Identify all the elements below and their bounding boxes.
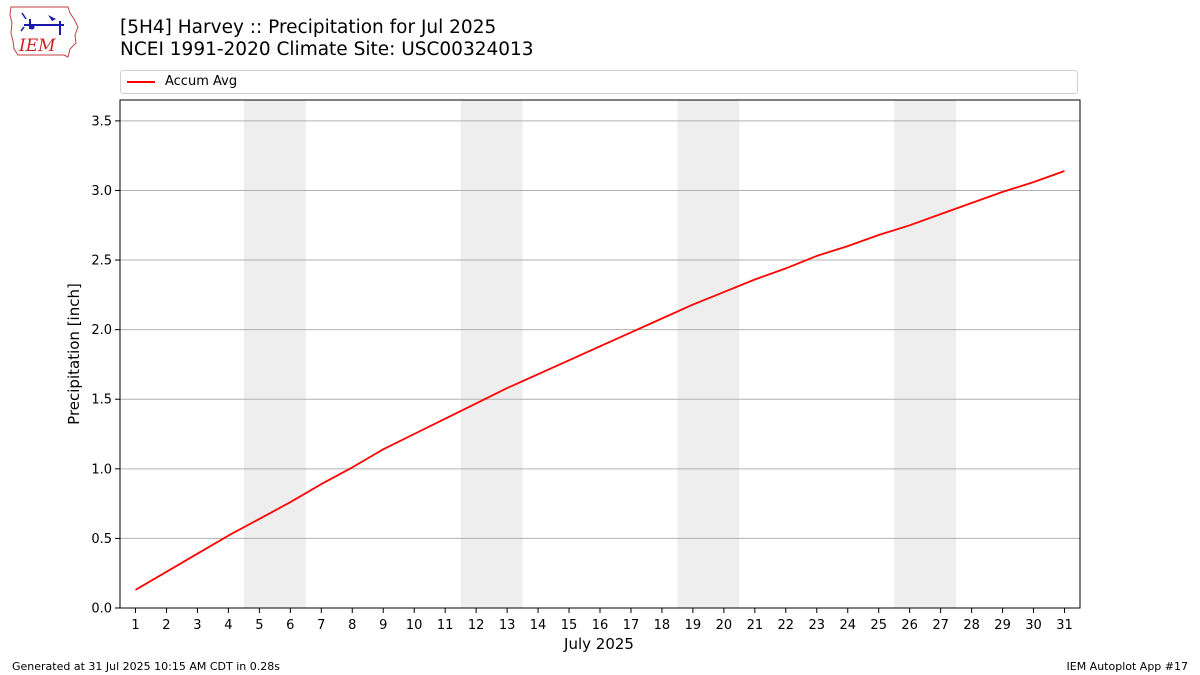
x-tick-label: 17 <box>623 618 640 633</box>
x-tick-label: 19 <box>685 618 702 633</box>
y-tick-label: 1.5 <box>91 393 112 408</box>
x-tick-label: 15 <box>561 618 578 633</box>
y-axis-label: Precipitation [inch] <box>65 283 83 425</box>
series-line-accum-avg <box>135 170 1065 591</box>
x-tick-label: 12 <box>468 618 485 633</box>
x-tick-label: 13 <box>499 618 516 633</box>
y-tick-label: 0.5 <box>91 532 112 547</box>
y-tick-label: 2.0 <box>91 323 112 338</box>
legend: Accum Avg <box>120 70 1078 94</box>
x-tick-label: 31 <box>1056 618 1073 633</box>
x-tick-label: 27 <box>932 618 949 633</box>
app-id: IEM Autoplot App #17 <box>1066 660 1189 673</box>
x-axis-label: July 2025 <box>563 635 634 653</box>
x-tick-label: 16 <box>592 618 609 633</box>
x-tick-label: 6 <box>286 618 294 633</box>
x-tick-label: 5 <box>255 618 263 633</box>
generated-timestamp: Generated at 31 Jul 2025 10:15 AM CDT in… <box>12 660 280 673</box>
chart-title: [5H4] Harvey :: Precipitation for Jul 20… <box>120 17 497 38</box>
x-tick-label: 10 <box>406 618 423 633</box>
x-tick-label: 2 <box>162 618 170 633</box>
y-tick-label: 2.5 <box>91 254 112 269</box>
x-tick-label: 22 <box>778 618 795 633</box>
weekend-shade <box>677 100 740 608</box>
x-tick-label: 18 <box>654 618 671 633</box>
weekend-shade <box>460 100 523 608</box>
legend-swatch-accum-avg <box>127 81 155 83</box>
x-tick-label: 4 <box>224 618 232 633</box>
y-tick-label: 0.0 <box>91 602 112 617</box>
legend-label-accum-avg: Accum Avg <box>165 74 238 89</box>
chart-subtitle: NCEI 1991-2020 Climate Site: USC00324013 <box>120 39 534 60</box>
x-tick-label: 8 <box>348 618 356 633</box>
x-tick-label: 3 <box>193 618 201 633</box>
x-tick-label: 24 <box>839 618 856 633</box>
x-tick-label: 26 <box>901 618 918 633</box>
weekend-shade <box>894 100 957 608</box>
x-tick-label: 25 <box>870 618 887 633</box>
x-tick-label: 20 <box>716 618 733 633</box>
x-tick-label: 7 <box>317 618 325 633</box>
x-tick-label: 28 <box>963 618 980 633</box>
x-tick-label: 30 <box>1025 618 1042 633</box>
x-tick-label: 29 <box>994 618 1011 633</box>
logo-text: IEM <box>18 36 56 56</box>
x-tick-label: 21 <box>747 618 764 633</box>
x-tick-label: 23 <box>809 618 826 633</box>
y-tick-label: 1.0 <box>91 462 112 477</box>
x-tick-label: 9 <box>379 618 387 633</box>
y-tick-label: 3.5 <box>91 114 112 129</box>
y-tick-label: 3.0 <box>91 184 112 199</box>
iem-logo: IEM <box>9 6 79 58</box>
x-tick-label: 11 <box>437 618 454 633</box>
weekend-shade <box>243 100 306 608</box>
x-tick-label: 1 <box>131 618 139 633</box>
x-tick-label: 14 <box>530 618 547 633</box>
